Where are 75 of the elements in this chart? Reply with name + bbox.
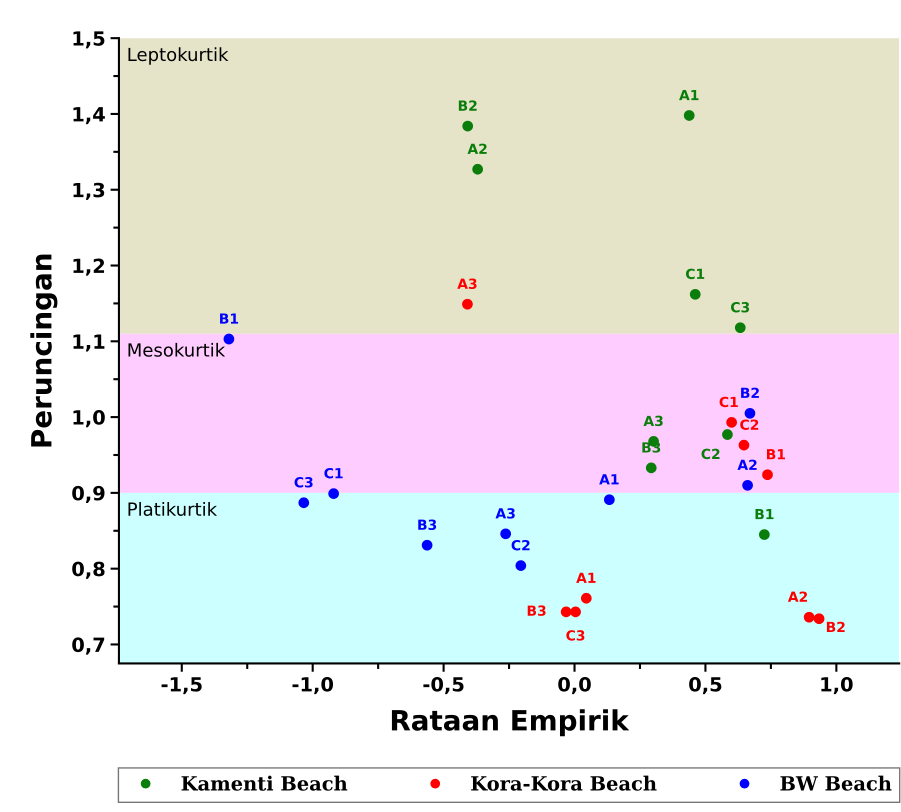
point	[472, 164, 483, 175]
data-label: B1	[756, 509, 774, 520]
data-label: C1	[720, 396, 738, 408]
data-label: B3	[418, 519, 436, 530]
band-label: Platikurtik	[128, 502, 218, 516]
x-tick-label: -1,5	[162, 677, 202, 694]
legend-label: BW Beach	[780, 776, 892, 791]
data-label: C2	[740, 419, 758, 430]
point	[604, 494, 615, 506]
data-label: A3	[457, 278, 477, 289]
y-tick-label: 1,3	[73, 182, 104, 200]
point	[738, 440, 750, 450]
point	[646, 462, 657, 474]
x-tick-label: 0,0	[558, 676, 591, 694]
point	[515, 560, 526, 571]
data-label: B2	[741, 388, 759, 398]
data-label: B2	[826, 622, 845, 632]
data-label: A3	[496, 508, 515, 519]
point	[814, 613, 824, 624]
y-tick-label: 1,5	[73, 31, 104, 48]
point	[462, 298, 473, 310]
legend-label: Kora-Kora Beach	[471, 776, 657, 791]
point	[734, 322, 746, 334]
data-label: A1	[576, 572, 596, 583]
data-label: C3	[731, 302, 750, 312]
point	[580, 592, 592, 604]
x-tick-label: 1,0	[821, 676, 853, 694]
data-label: C2	[702, 448, 720, 460]
point	[759, 529, 770, 540]
band-label: Leptokurtik	[128, 47, 228, 65]
data-label: A1	[679, 90, 698, 100]
point	[690, 288, 701, 300]
point	[742, 480, 753, 491]
point	[500, 528, 512, 540]
y-tick-label: 1,4	[73, 107, 105, 124]
point	[570, 606, 581, 618]
data-label: A1	[599, 474, 619, 484]
point	[224, 334, 234, 344]
x-tick-label: -0,5	[423, 676, 464, 694]
point	[762, 469, 773, 480]
data-label: A2	[468, 144, 487, 154]
point	[684, 110, 695, 121]
data-label: C1	[686, 268, 704, 280]
point	[462, 120, 474, 132]
band-label: Mesokurtik	[128, 342, 226, 357]
point	[560, 606, 572, 618]
data-label: A2	[737, 460, 757, 470]
y-tick-label: 1,1	[73, 334, 104, 352]
data-label: A2	[788, 591, 808, 602]
point	[804, 612, 814, 623]
data-label: C1	[324, 468, 343, 478]
y-tick-label: 0,7	[72, 637, 104, 655]
point	[328, 488, 339, 499]
legend-label: Kamenti Beach	[182, 776, 348, 791]
y-tick-label: 0,8	[72, 562, 105, 579]
x-tick-label: 0,5	[689, 676, 722, 694]
data-label: C2	[512, 540, 530, 550]
y-tick-label: 1,2	[73, 258, 104, 276]
data-label: B1	[220, 314, 238, 324]
data-label: B2	[458, 100, 477, 111]
y-tick-label: 0,9	[72, 486, 104, 504]
data-label: C3	[566, 630, 584, 641]
data-label: B1	[766, 449, 785, 460]
y-axis-title: Peruncingan	[30, 254, 58, 447]
data-label: C3	[294, 477, 313, 488]
point	[744, 408, 756, 419]
point	[722, 429, 733, 440]
point	[298, 497, 310, 508]
x-tick-label: -1,0	[292, 676, 334, 694]
x-axis-title: Rataan Empirik	[392, 709, 630, 736]
data-label: A3	[643, 416, 663, 426]
y-tick-label: 1,0	[73, 410, 105, 428]
point	[422, 540, 432, 551]
point	[726, 417, 737, 428]
data-label: B3	[528, 605, 546, 616]
